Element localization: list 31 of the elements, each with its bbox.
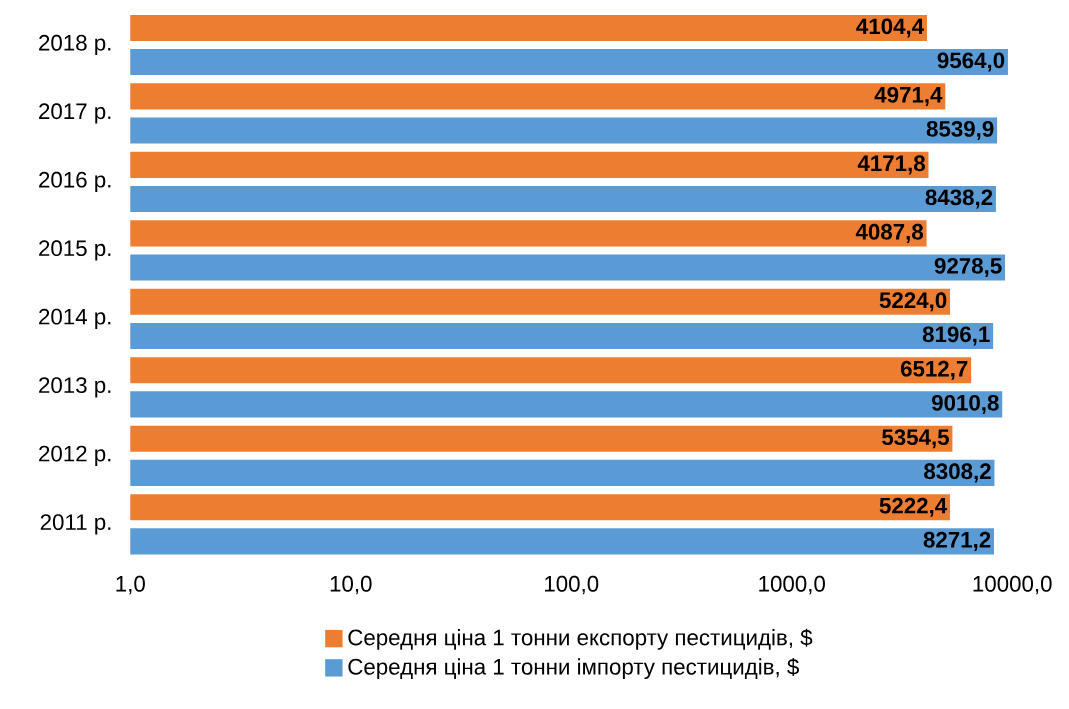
- y-tick-label: 2014 р.: [39, 308, 111, 330]
- data-label: 9010,8: [931, 394, 999, 414]
- y-tick-label: 2013 р.: [39, 377, 111, 398]
- x-tick-label: 10,0: [330, 575, 372, 595]
- data-label: 5224,0: [879, 292, 947, 312]
- x-tick-label: 1000,0: [759, 575, 825, 595]
- data-label: 8539,9: [926, 121, 994, 141]
- data-label: 8196,1: [922, 326, 990, 346]
- y-tick-label: 2018 р.: [39, 34, 111, 56]
- data-label: 9564,0: [937, 52, 1005, 72]
- legend-label: Середня ціна 1 тонни експорту пестицидів, $: [348, 628, 813, 650]
- x-tick-label: 10000,0: [973, 575, 1052, 595]
- data-label: 8308,2: [924, 463, 991, 483]
- data-label: 9278,5: [934, 257, 1002, 278]
- x-tick-label: 100,0: [545, 575, 599, 595]
- data-label: 6512,7: [900, 360, 968, 380]
- data-label: 4171,8: [857, 155, 925, 175]
- data-label: 5222,4: [879, 497, 948, 517]
- data-label: 5354,5: [882, 429, 949, 449]
- data-label: 4087,8: [855, 223, 924, 243]
- legend-label: Середня ціна 1 тонни імпорту пестицидів, $: [348, 657, 799, 680]
- y-tick-label: 2016 р.: [39, 171, 111, 193]
- y-tick-label: 2011 р.: [40, 514, 111, 535]
- y-tick-label: 2012 р.: [39, 445, 111, 466]
- data-label: 4104,4: [856, 18, 924, 38]
- y-tick-label: 2017 р.: [39, 103, 111, 124]
- data-label: 4971,4: [874, 86, 943, 106]
- y-tick-label: 2015 р.: [39, 240, 111, 261]
- data-label: 8438,2: [925, 189, 993, 209]
- data-label: 8271,2: [923, 531, 991, 551]
- x-tick-label: 1,0: [116, 575, 145, 595]
